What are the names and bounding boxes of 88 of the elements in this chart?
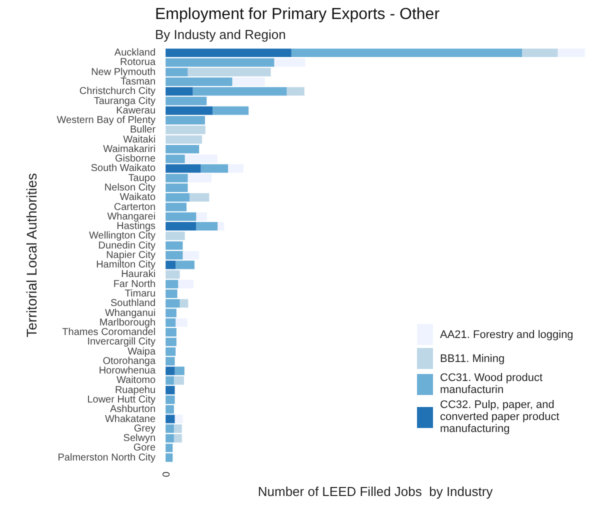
bar: [166, 366, 175, 376]
y-tick-label: Nelson City: [104, 182, 156, 194]
y-tick-label: Southland: [110, 298, 156, 310]
bar: [174, 366, 184, 376]
y-tick-label: Western Bay of Plenty: [56, 115, 156, 126]
bar: [200, 164, 228, 173]
bar: [196, 222, 218, 231]
y-tick-label: Otorohanga: [102, 356, 156, 367]
bar: [188, 68, 271, 76]
y-tick-label: Waitaki: [123, 134, 156, 146]
y-tick-label: Ashburton: [110, 404, 156, 416]
y-tick-label: Waimakariri: [103, 144, 156, 155]
y-tick-label: Grey: [134, 423, 156, 434]
bar: [286, 87, 304, 96]
y-tick-label: Timaru: [124, 288, 156, 300]
bar: [174, 376, 184, 385]
y-tick-label: Palmerston North City: [58, 452, 156, 464]
legend-label: AA21. Forestry and logging: [440, 328, 574, 340]
y-tick-label: Dunedin City: [98, 240, 156, 252]
text: 0: [161, 471, 172, 478]
y-tick-label: Hauraki: [121, 269, 156, 280]
y-tick-label: Napier City: [106, 250, 156, 261]
legend-label: CC32. Pulp, paper, and converted paper product manufacturing: [440, 399, 560, 435]
y-tick-label: Selwyn: [123, 433, 156, 444]
y-tick-label: Auckland: [114, 48, 156, 59]
y-tick-label: New Plymouth: [91, 66, 156, 78]
bar: [196, 212, 208, 221]
bar: [180, 299, 188, 308]
y-tick-label: Whanganui: [104, 308, 156, 319]
bar: [274, 58, 306, 67]
y-tick-label: Far North: [113, 278, 156, 290]
y-tick-label: South Waikato: [90, 163, 156, 174]
bar: [166, 270, 180, 279]
y-tick-label: Christchurch City: [79, 86, 156, 98]
y-tick-label: Whangarei: [107, 211, 156, 222]
bar: [166, 87, 193, 96]
y-tick-label: Gisborne: [114, 154, 156, 165]
y-tick-label: Gore: [133, 442, 156, 454]
y-tick-label: Taupo: [128, 172, 156, 184]
y-tick-label: Horowhenua: [98, 366, 156, 377]
bar: [558, 48, 585, 58]
y-tick-label: Lower Hutt City: [87, 394, 156, 406]
bar: [166, 260, 176, 270]
bar: [166, 376, 174, 385]
y-tick-label: Tauranga City: [94, 96, 156, 107]
y-tick-label: Rotorua: [120, 57, 156, 68]
y-tick-label: Thames Coromandel: [62, 327, 156, 338]
x-axis-title: Number of LEED Filled Jobs by Industry: [258, 484, 494, 499]
y-tick-label: Marlborough: [99, 317, 156, 328]
chart-title: Employment for Primary Exports - Other: [155, 6, 440, 24]
bar: [174, 414, 183, 424]
bar: [212, 106, 249, 115]
bar: [182, 250, 200, 260]
chart-subtitle: By Industy and Region: [155, 27, 286, 42]
y-tick-label: Buller: [130, 124, 156, 136]
y-tick-label: Waipa: [128, 346, 156, 358]
bar: [188, 174, 212, 182]
y-axis-title: Territorial Local Authorities: [23, 173, 40, 338]
bar: [178, 280, 194, 288]
bar: [176, 318, 188, 327]
y-tick-label: Kawerau: [116, 105, 156, 116]
bar: [291, 48, 522, 58]
y-tick-label: Carterton: [114, 202, 156, 213]
y-tick-label: Waikato: [120, 192, 156, 204]
bar: [166, 106, 213, 115]
y-tick-label: Invercargill City: [87, 336, 156, 348]
bar: [228, 164, 244, 173]
bar: [189, 193, 210, 202]
legend-label: CC31. Wood product manufacturin: [440, 372, 544, 396]
bar: [184, 154, 218, 164]
legend-label: BB11. Mining: [440, 352, 505, 364]
bar: [522, 48, 558, 58]
bar: [166, 222, 196, 231]
bar: [166, 232, 185, 240]
bar: [166, 386, 175, 394]
y-tick-label: Waitomo: [116, 375, 156, 386]
bar: [166, 414, 175, 424]
y-tick-label: Ruapehu: [114, 384, 156, 396]
y-tick-label: Tasman: [120, 76, 156, 88]
bar: [232, 77, 265, 86]
bar: [166, 164, 201, 173]
y-tick-label: Hastings: [116, 221, 156, 232]
bar: [166, 48, 292, 58]
y-tick-label: Wellington City: [89, 230, 156, 242]
y-tick-label: Hamilton City: [96, 260, 156, 271]
bar: [166, 116, 205, 125]
y-tick-label: Whakatane: [104, 414, 156, 425]
bar: [218, 222, 224, 231]
